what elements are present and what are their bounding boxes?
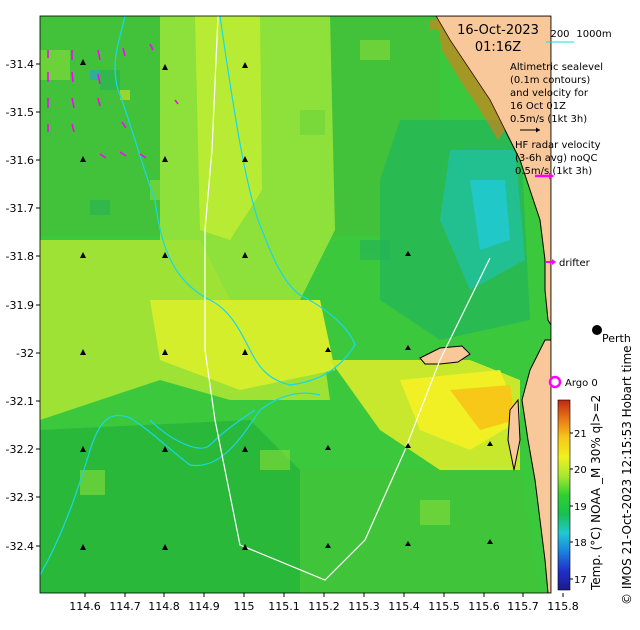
argo-marker: Argo 0 — [548, 375, 598, 389]
perth-label: Perth — [602, 332, 631, 345]
altimetry-legend-line: 0.5m/s (1kt 3h) — [510, 114, 587, 125]
x-tick-label: 115.6 — [468, 600, 500, 613]
altimetry-legend-line: (0.1m contours) — [510, 75, 590, 86]
bathymetry-contours — [40, 16, 356, 576]
land — [419, 16, 551, 593]
y-tick-labels: -31.4 -31.5 -31.6 -31.7 -31.8 -31.9 -32 … — [6, 58, 34, 553]
y-tick-label: -32 — [16, 347, 34, 360]
colorbar-tick: 18 — [574, 538, 587, 549]
altimetry-arrows — [80, 59, 493, 550]
header: 16-Oct-2023 01:16Z 200 1000m — [457, 23, 612, 55]
x-tick-label: 114.8 — [148, 600, 180, 613]
y-tick-label: -32.2 — [6, 443, 34, 456]
y-tick-label: -32.3 — [6, 491, 34, 504]
colorbar-tick: 20 — [574, 465, 587, 476]
garden-island — [507, 398, 521, 471]
sst-field — [40, 16, 551, 593]
hf-radar-legend-line: (3-6h avg) noQC — [515, 153, 598, 164]
x-tick-label: 114.9 — [188, 600, 220, 613]
argo-circle-icon — [548, 375, 562, 389]
x-tick-label: 114.7 — [109, 600, 141, 613]
x-tick-label: 115.5 — [428, 600, 460, 613]
argo-label: Argo 0 — [565, 378, 598, 389]
hf-radar-legend-line: 0.5m/s (1kt 3h) — [515, 166, 592, 177]
axis-ticks — [36, 63, 564, 597]
y-tick-label: -31.9 — [6, 299, 34, 312]
hf-radar-legend-line: HF radar velocity — [515, 140, 601, 151]
contour-1000-label: 1000m — [576, 29, 611, 40]
altimetry-legend-line: and velocity for — [510, 88, 589, 99]
x-tick-label: 115 — [234, 600, 255, 613]
colorbar-tick: 19 — [574, 502, 587, 513]
x-tick-label: 115.7 — [507, 600, 539, 613]
x-tick-label: 115.4 — [388, 600, 420, 613]
side-caption: © IMOS 21-Oct-2023 12:15:53 Hobart time — [620, 345, 634, 605]
y-tick-label: -31.8 — [6, 250, 34, 263]
y-tick-label: -32.1 — [6, 395, 34, 408]
hf-radar-arrows — [47, 43, 179, 159]
x-tick-label: 115.3 — [348, 600, 380, 613]
altimetry-legend-line: Altimetric sealevel — [510, 62, 603, 73]
altimetry-legend-line: 16 Oct 01Z — [510, 101, 566, 112]
y-tick-label: -32.4 — [6, 540, 34, 553]
colorbar: 17 18 19 20 21 — [557, 399, 587, 591]
perth-marker: Perth — [592, 325, 631, 345]
drifter-legend: drifter — [545, 258, 591, 269]
time-label: 01:16Z — [475, 40, 521, 55]
hf-radar-legend: HF radar velocity (3-6h avg) noQC 0.5m/s… — [515, 140, 601, 180]
colorbar-label: Temp. (°C) NOAA _M 30% ql>=2 — [589, 395, 603, 591]
y-tick-label: -31.7 — [6, 202, 34, 215]
colorbar-tick: 21 — [574, 429, 587, 440]
colorbar-tick: 17 — [574, 575, 587, 586]
track-line — [204, 16, 491, 581]
x-tick-label: 114.6 — [69, 600, 101, 613]
contour-200-label: 200 — [550, 29, 569, 40]
y-tick-label: -31.5 — [6, 106, 34, 119]
x-tick-labels: 114.6 114.7 114.8 114.9 115 115.1 115.2 … — [69, 600, 579, 613]
x-tick-label: 115.8 — [547, 600, 579, 613]
y-tick-label: -31.4 — [6, 58, 34, 71]
perth-dot-icon — [592, 325, 602, 335]
x-tick-label: 115.1 — [268, 600, 300, 613]
altimetry-legend: Altimetric sealevel (0.1m contours) and … — [510, 62, 603, 133]
y-tick-label: -31.6 — [6, 154, 34, 167]
drifter-label: drifter — [559, 258, 591, 269]
colorbar-strip — [557, 399, 571, 591]
date-label: 16-Oct-2023 — [457, 23, 539, 38]
rottnest-island — [419, 345, 471, 365]
x-tick-label: 115.2 — [308, 600, 340, 613]
swan-river — [549, 338, 551, 341]
